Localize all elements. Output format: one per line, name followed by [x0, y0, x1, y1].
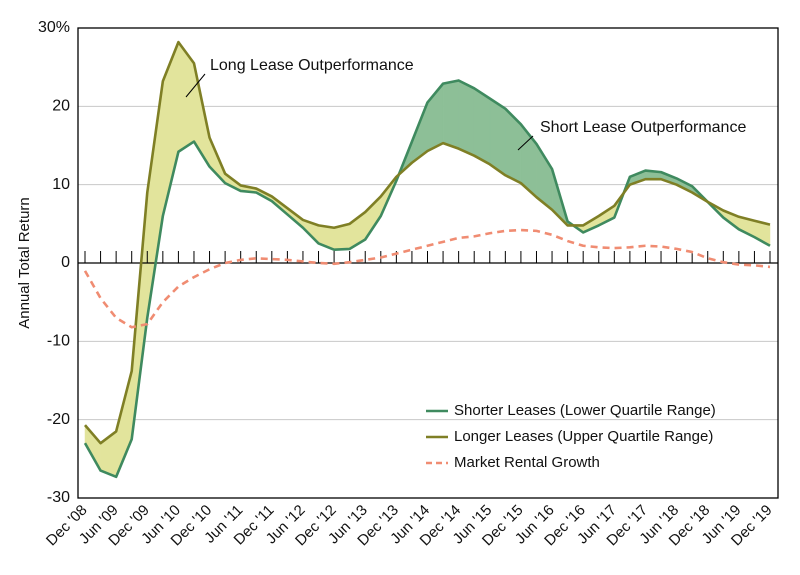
y-tick-label: -20 — [47, 411, 70, 428]
y-axis-label: Annual Total Return — [16, 197, 33, 328]
annotation-leader — [517, 135, 534, 151]
outperformance-fill — [162, 42, 179, 217]
outperformance-fill — [489, 98, 506, 176]
outperformance-fill — [458, 80, 475, 157]
y-tick-label: 20 — [52, 98, 70, 115]
annotation: Short Lease Outperformance — [540, 119, 746, 136]
y-tick-label: -30 — [47, 489, 70, 506]
plot-frame — [77, 27, 779, 499]
outperformance-fill — [505, 108, 522, 184]
legend-label: Longer Leases (Upper Quartile Range) — [454, 428, 713, 445]
y-tick-label: -10 — [47, 333, 70, 350]
outperformance-fill — [473, 87, 491, 165]
series-line — [84, 40, 771, 445]
series-line — [83, 79, 771, 479]
legend-label: Shorter Leases (Lower Quartile Range) — [454, 402, 716, 419]
series-line — [83, 228, 771, 329]
y-tick-label: 0 — [61, 254, 70, 271]
outperformance-fill — [442, 80, 459, 149]
legend: Shorter Leases (Lower Quartile Range) Lon… — [426, 402, 716, 471]
annotation-leader — [185, 73, 206, 98]
annotation: Long Lease Outperformance — [210, 57, 414, 74]
y-tick-label: 30% — [38, 19, 70, 36]
y-tick-label: 10 — [52, 176, 70, 193]
legend-label: Market Rental Growth — [454, 454, 600, 471]
outperformance-fill — [147, 81, 164, 318]
